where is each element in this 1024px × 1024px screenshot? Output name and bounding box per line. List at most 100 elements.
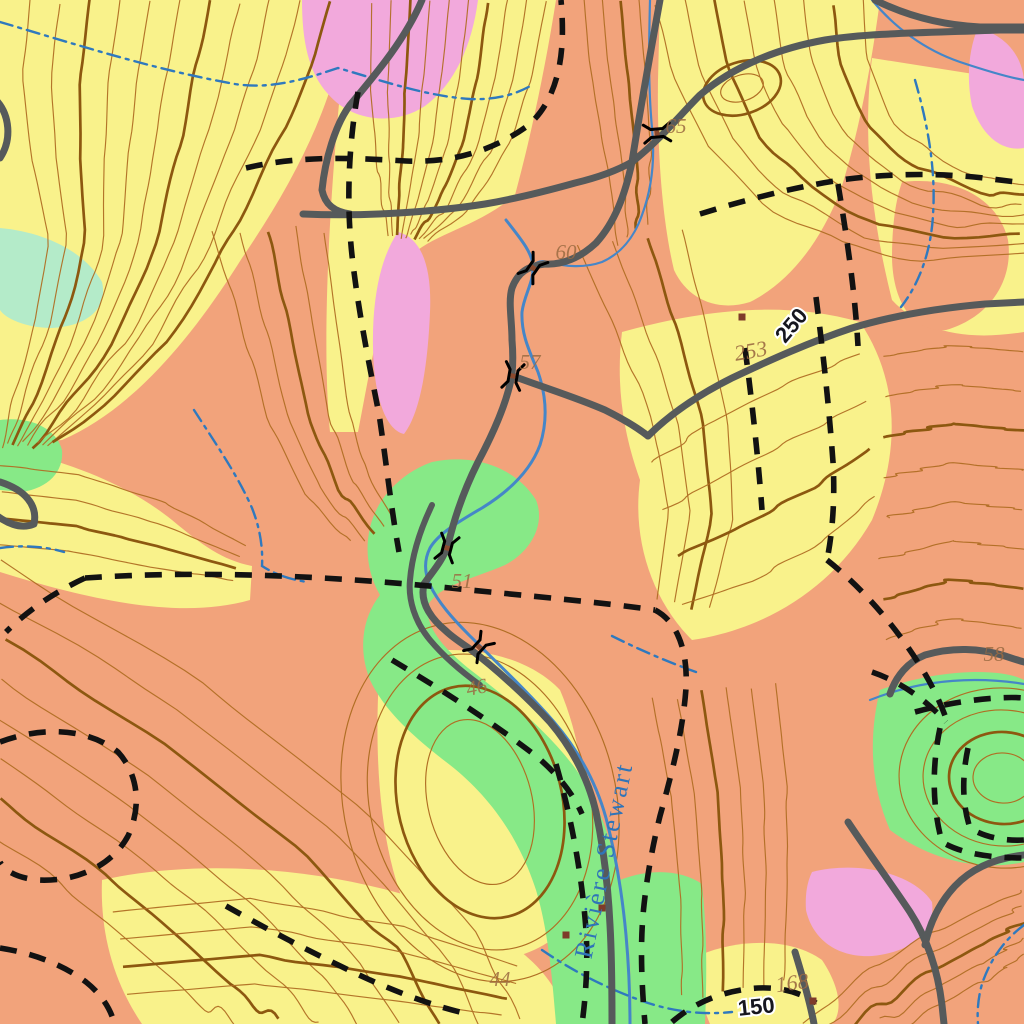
contour-line xyxy=(828,905,1022,1024)
contour-line xyxy=(26,0,181,446)
road-north-junction xyxy=(628,0,664,166)
spot-elevation-label: 58 xyxy=(984,642,1006,666)
bridge-icon xyxy=(433,531,461,565)
contour-line xyxy=(885,384,1022,398)
contour-line xyxy=(0,758,319,1023)
trail-left-loop xyxy=(0,728,140,883)
contour-line xyxy=(386,0,394,236)
contour-line xyxy=(6,3,67,444)
building-symbols-layer xyxy=(562,313,817,1005)
contour-line xyxy=(885,618,1022,641)
stream-intermittent-bottom xyxy=(540,948,734,1015)
contour-line xyxy=(803,0,1022,209)
contour-line xyxy=(883,345,1024,357)
contour-ring xyxy=(947,730,1024,826)
road-bottomright-a xyxy=(844,818,948,1024)
trail-bottomleft-corner xyxy=(0,945,117,1023)
trail-topright-horizontal xyxy=(699,171,1024,217)
contour-line xyxy=(120,926,517,985)
contour-line xyxy=(395,0,412,236)
river-main xyxy=(424,218,632,1024)
terrain-yellow-leftband xyxy=(0,446,252,609)
contour-line xyxy=(882,422,1024,439)
contour-line xyxy=(239,232,366,542)
contour-line xyxy=(323,232,396,522)
contour-line xyxy=(651,353,860,463)
contour-line xyxy=(611,240,691,603)
road-250 xyxy=(644,298,1024,440)
bridge-icon xyxy=(516,250,550,286)
contour-line xyxy=(654,5,1024,262)
terrain-yellow-bottomright xyxy=(697,942,839,1024)
contour-line xyxy=(802,889,1022,1024)
road-top-entry-west xyxy=(318,0,426,218)
contour-line xyxy=(700,689,726,992)
bridge-icon xyxy=(500,360,526,392)
trail-westbank-south xyxy=(553,763,590,1024)
contour-line xyxy=(266,231,376,535)
road-east-from-bridge57 xyxy=(509,372,652,440)
road-58 xyxy=(886,646,1024,698)
contour-line xyxy=(879,937,1024,1019)
contour-ring xyxy=(720,73,764,103)
road-northeast-branch xyxy=(628,26,1024,166)
contour-ring xyxy=(922,709,1024,847)
contour-line xyxy=(413,2,490,241)
trail-right-diagonal xyxy=(825,557,951,725)
contour-line xyxy=(773,0,1024,217)
contour-line xyxy=(619,0,641,229)
contour-line xyxy=(0,797,280,1020)
stream-intermittent-topright xyxy=(899,78,935,309)
contour-line xyxy=(883,578,1024,601)
stream-intermittent-bottomright xyxy=(976,923,1024,1024)
building-icon xyxy=(809,997,817,1005)
trail-brblob-loop xyxy=(931,727,1024,861)
contour-line xyxy=(911,953,1024,1024)
road-168 xyxy=(791,948,818,1024)
trail-brblob-approach xyxy=(871,669,949,724)
road-bottomright-b xyxy=(921,851,1024,949)
contour-line xyxy=(0,559,521,1020)
contour-line xyxy=(681,495,875,606)
bridge-icon xyxy=(462,629,496,665)
contour-line xyxy=(684,0,1024,249)
road-valley-spur xyxy=(406,502,483,688)
bridge-symbols-layer xyxy=(433,121,673,665)
terrain-salmon-patch-topright xyxy=(892,181,1009,331)
contour-line xyxy=(211,231,352,542)
terrain-pink-topright xyxy=(968,28,1024,149)
trail-253-vertical-b xyxy=(813,296,837,561)
spot-elevation-label: 51 xyxy=(452,569,473,593)
contour-line xyxy=(651,697,683,996)
terrain-yellow-topleft xyxy=(0,0,350,446)
contour-ring xyxy=(394,684,566,920)
contour-line xyxy=(47,0,301,447)
trail-eastbank-south xyxy=(638,607,690,1024)
contour-line xyxy=(646,237,713,610)
trail-long-horizontal xyxy=(84,571,656,613)
contour-line xyxy=(883,462,1024,479)
contour-line xyxy=(0,841,235,1024)
contour-line xyxy=(51,0,332,444)
contour-line xyxy=(427,0,547,242)
terrain-green-bottomcenter xyxy=(620,872,707,1024)
contour-line xyxy=(878,540,1024,560)
trail-bottom-168 xyxy=(670,985,818,1024)
terrain-mint-left xyxy=(0,228,104,328)
contour-elevation-label: 253 xyxy=(732,335,769,365)
trail-bottomcenter-diagonal xyxy=(390,657,585,816)
contour-line xyxy=(1,0,49,449)
terrain-pink-vertical xyxy=(372,232,431,434)
contour-line xyxy=(576,244,669,600)
contour-line xyxy=(22,0,151,443)
contour-line xyxy=(17,0,121,447)
trail-bottomleft-diagonal xyxy=(224,903,465,1016)
spot-elevation-label: 65 xyxy=(666,114,687,138)
contour-line xyxy=(122,953,508,1001)
